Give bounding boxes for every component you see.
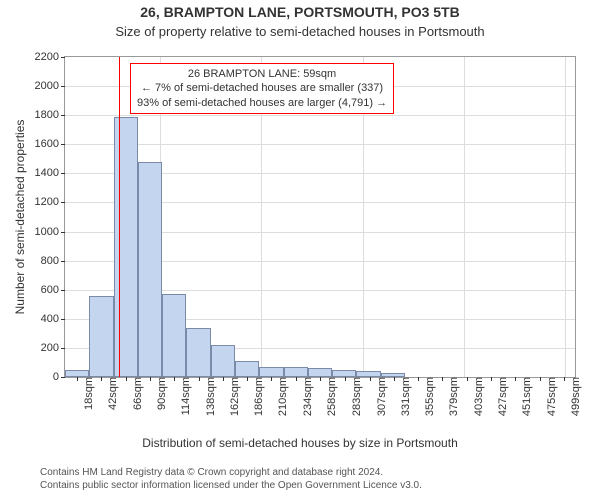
histogram-bar xyxy=(235,361,259,377)
x-axis-label: Distribution of semi-detached houses by … xyxy=(0,436,600,450)
y-tick-label: 1400 xyxy=(35,167,65,179)
histogram-bar xyxy=(162,294,186,377)
footer-line-2: Contains public sector information licen… xyxy=(40,479,422,492)
y-tick-label: 800 xyxy=(41,255,65,267)
x-tick-label: 66sqm xyxy=(126,377,144,410)
histogram-bar xyxy=(114,117,138,377)
x-tick-label: 283sqm xyxy=(345,377,363,416)
x-tick-label: 18sqm xyxy=(77,377,95,410)
y-tick-label: 200 xyxy=(41,342,65,354)
histogram-bar xyxy=(138,162,162,377)
x-tick-label: 114sqm xyxy=(174,377,192,415)
y-tick-label: 400 xyxy=(41,313,65,325)
x-tick-label: 210sqm xyxy=(271,377,289,416)
histogram-bar xyxy=(89,296,113,377)
y-tick-label: 2200 xyxy=(35,51,65,63)
annotation-line: ← 7% of semi-detached houses are smaller… xyxy=(137,81,387,95)
grid-line-horizontal xyxy=(65,115,575,116)
footer-line-1: Contains HM Land Registry data © Crown c… xyxy=(40,466,422,479)
histogram-bar xyxy=(259,367,283,377)
x-tick-label: 427sqm xyxy=(491,377,509,416)
x-tick-label: 162sqm xyxy=(223,377,241,416)
y-tick-label: 1200 xyxy=(35,196,65,208)
x-tick-label: 90sqm xyxy=(150,377,168,410)
grid-line-vertical xyxy=(464,57,465,377)
y-tick-label: 1000 xyxy=(35,226,65,238)
y-tick-label: 2000 xyxy=(35,80,65,92)
y-tick-label: 0 xyxy=(53,371,65,383)
y-tick-label: 1600 xyxy=(35,138,65,150)
chart-container: 26, BRAMPTON LANE, PORTSMOUTH, PO3 5TB S… xyxy=(0,0,600,500)
histogram-bar xyxy=(332,370,356,377)
x-tick-label: 475sqm xyxy=(540,377,558,416)
plot-area: 0200400600800100012001400160018002000220… xyxy=(64,56,576,378)
chart-title: 26, BRAMPTON LANE, PORTSMOUTH, PO3 5TB xyxy=(0,4,600,20)
chart-subtitle: Size of property relative to semi-detach… xyxy=(0,24,600,39)
annotation-line: 93% of semi-detached houses are larger (… xyxy=(137,96,387,110)
x-tick-label: 355sqm xyxy=(418,377,436,416)
annotation-line: 26 BRAMPTON LANE: 59sqm xyxy=(137,67,387,81)
histogram-bar xyxy=(284,367,308,377)
x-tick-label: 138sqm xyxy=(199,377,217,416)
footer-attribution: Contains HM Land Registry data © Crown c… xyxy=(40,466,422,492)
x-tick-label: 379sqm xyxy=(442,377,460,416)
x-tick-label: 186sqm xyxy=(247,377,265,416)
x-tick-label: 42sqm xyxy=(101,377,119,410)
y-tick-label: 1800 xyxy=(35,109,65,121)
grid-line-vertical xyxy=(565,57,566,377)
y-axis-label: Number of semi-detached properties xyxy=(13,107,27,327)
histogram-bar xyxy=(308,368,332,377)
x-tick-label: 258sqm xyxy=(320,377,338,416)
x-tick-label: 403sqm xyxy=(467,377,485,416)
histogram-bar xyxy=(211,345,235,377)
x-tick-label: 499sqm xyxy=(564,377,582,416)
highlight-line xyxy=(119,57,120,377)
x-tick-label: 451sqm xyxy=(515,377,533,416)
y-tick-label: 600 xyxy=(41,284,65,296)
histogram-bar xyxy=(186,328,210,377)
x-tick-label: 307sqm xyxy=(370,377,388,416)
x-tick-label: 331sqm xyxy=(394,377,412,416)
histogram-bar xyxy=(65,370,89,377)
x-tick-label: 234sqm xyxy=(296,377,314,416)
grid-line-horizontal xyxy=(65,144,575,145)
annotation-box: 26 BRAMPTON LANE: 59sqm← 7% of semi-deta… xyxy=(130,63,394,114)
